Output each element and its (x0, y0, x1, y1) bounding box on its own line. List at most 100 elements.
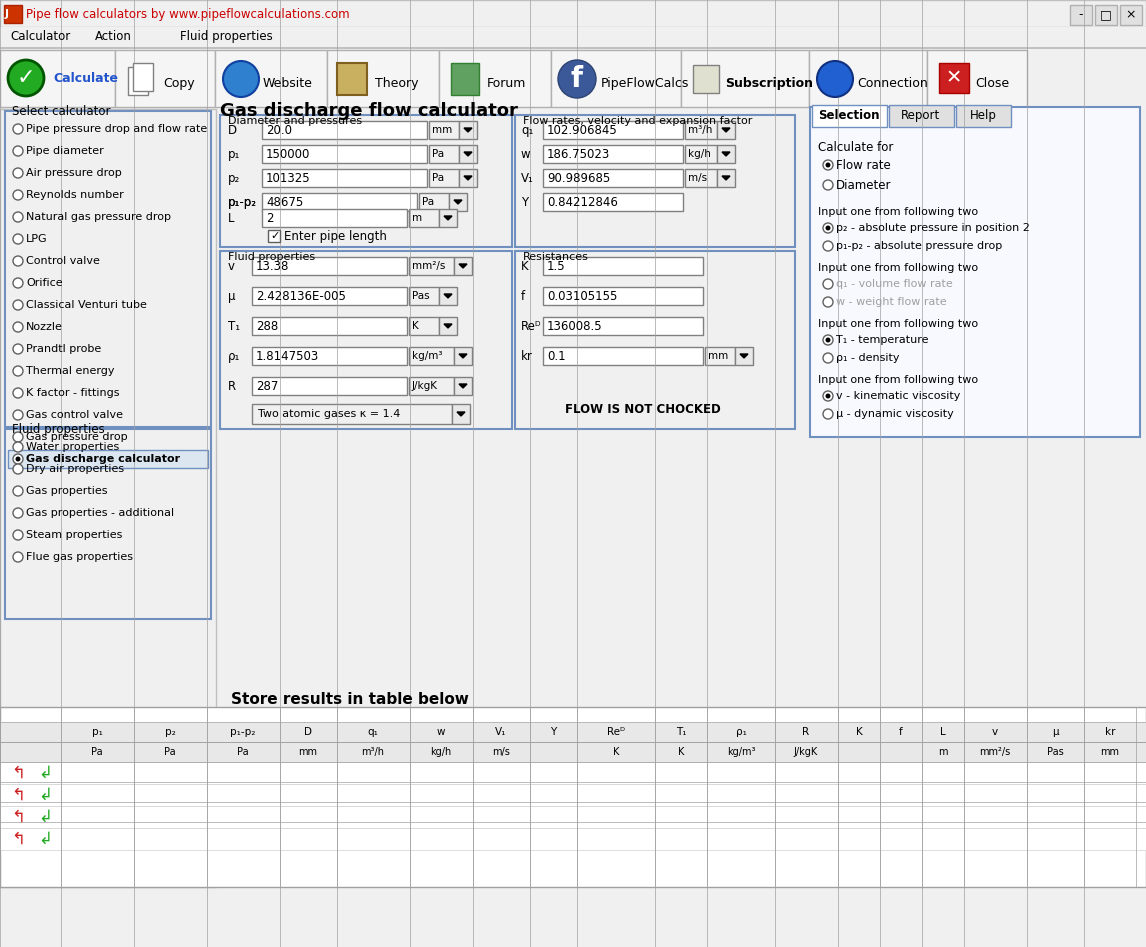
Text: T₁: T₁ (228, 319, 241, 332)
Text: ✓: ✓ (17, 68, 36, 88)
Text: □: □ (1100, 9, 1112, 22)
Text: Flow rates, velocity and expansion factor: Flow rates, velocity and expansion facto… (523, 116, 753, 126)
Ellipse shape (13, 190, 23, 200)
Bar (717, 121, 735, 139)
Bar (551, 50, 681, 107)
Text: K: K (856, 727, 863, 737)
Ellipse shape (825, 225, 831, 230)
Text: 20.0: 20.0 (266, 123, 292, 136)
Bar (220, 115, 512, 247)
Text: Pipe diameter: Pipe diameter (26, 146, 104, 156)
Bar (543, 287, 702, 305)
Ellipse shape (823, 223, 833, 233)
Text: ↲: ↲ (38, 764, 52, 782)
Bar (717, 169, 735, 187)
Text: mm²/s: mm²/s (980, 747, 1011, 757)
Text: PipeFlowCalcs: PipeFlowCalcs (601, 77, 690, 90)
Text: Steam properties: Steam properties (26, 530, 123, 540)
Text: m/s: m/s (688, 173, 707, 183)
Text: 287: 287 (256, 380, 278, 392)
Bar (0, 722, 1146, 742)
Bar (252, 317, 407, 335)
Text: m: m (939, 747, 948, 757)
Polygon shape (740, 354, 748, 358)
Bar (128, 67, 148, 95)
Bar (0, 762, 1146, 784)
Text: Selection: Selection (818, 109, 880, 121)
Bar (705, 347, 735, 365)
Text: Fluid properties: Fluid properties (11, 422, 104, 436)
Text: mm: mm (298, 747, 317, 757)
Text: Pas: Pas (413, 291, 430, 301)
Text: Flue gas properties: Flue gas properties (26, 552, 133, 562)
Polygon shape (722, 152, 730, 156)
Ellipse shape (13, 442, 23, 452)
Text: kr: kr (521, 349, 533, 363)
Polygon shape (464, 176, 472, 180)
Bar (115, 50, 215, 107)
Ellipse shape (13, 256, 23, 266)
Text: m³/h: m³/h (688, 125, 713, 135)
Bar (262, 169, 427, 187)
Bar (8, 450, 209, 468)
Bar (0, 27, 1146, 45)
Bar (939, 63, 970, 93)
Text: K: K (521, 259, 528, 273)
Text: Resistances: Resistances (523, 252, 589, 262)
Bar (215, 50, 327, 107)
Bar (0, 109, 1146, 887)
Text: Input one from following two: Input one from following two (818, 263, 979, 273)
Text: p₁: p₁ (228, 148, 241, 160)
Text: Pipe pressure drop and flow rate: Pipe pressure drop and flow rate (26, 124, 207, 134)
Text: 150000: 150000 (266, 148, 311, 160)
Text: Forum: Forum (487, 77, 526, 90)
Ellipse shape (823, 409, 833, 419)
Bar (452, 404, 470, 424)
Bar (439, 317, 457, 335)
Ellipse shape (558, 60, 596, 98)
Text: R: R (802, 727, 809, 737)
Ellipse shape (13, 454, 23, 464)
Bar (409, 377, 454, 395)
Text: Pa: Pa (422, 197, 434, 207)
Bar (685, 121, 717, 139)
Text: L: L (228, 211, 235, 224)
Text: p₂ - absolute pressure in position 2: p₂ - absolute pressure in position 2 (835, 223, 1030, 233)
Text: Input one from following two: Input one from following two (818, 375, 979, 385)
Bar (0, 806, 1146, 828)
Polygon shape (444, 324, 452, 328)
Bar (543, 257, 702, 275)
Bar (5, 111, 211, 427)
Text: D: D (304, 727, 312, 737)
Text: q₁: q₁ (368, 727, 378, 737)
Text: Diameter and pressures: Diameter and pressures (228, 116, 362, 126)
Text: m/s: m/s (492, 747, 510, 757)
Text: 0.84212846: 0.84212846 (547, 195, 618, 208)
Bar (813, 105, 887, 127)
Text: L: L (940, 727, 945, 737)
Ellipse shape (13, 530, 23, 540)
Bar (735, 347, 753, 365)
Text: Help: Help (970, 109, 996, 121)
Ellipse shape (825, 163, 831, 168)
Bar (685, 169, 717, 187)
Text: Pa: Pa (432, 149, 445, 159)
Text: Subscription: Subscription (725, 77, 813, 90)
Ellipse shape (823, 297, 833, 307)
Text: Website: Website (262, 77, 313, 90)
Text: Control valve: Control valve (26, 256, 100, 266)
Text: ↲: ↲ (38, 830, 52, 848)
Text: kg/m³: kg/m³ (413, 351, 442, 361)
Ellipse shape (823, 160, 833, 170)
Bar (460, 145, 477, 163)
Text: Two atomic gases κ = 1.4: Two atomic gases κ = 1.4 (258, 409, 400, 419)
Bar (429, 145, 460, 163)
Text: ↲: ↲ (38, 786, 52, 804)
Bar (810, 107, 1140, 437)
Bar (515, 251, 795, 429)
Text: J/kgK: J/kgK (794, 747, 818, 757)
Ellipse shape (825, 337, 831, 343)
Bar (460, 169, 477, 187)
Text: ✕: ✕ (945, 68, 963, 87)
Bar (543, 145, 683, 163)
